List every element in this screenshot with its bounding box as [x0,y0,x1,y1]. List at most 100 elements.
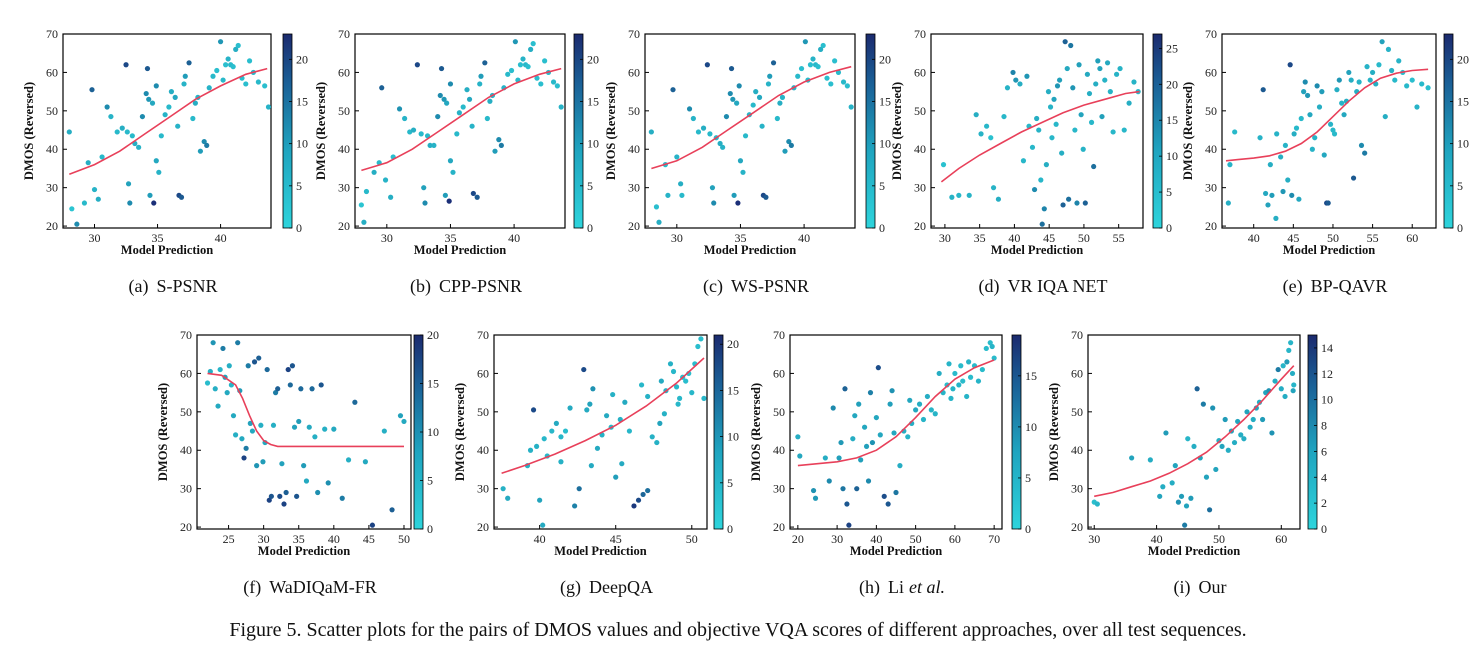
data-point [885,501,891,507]
data-point [1287,62,1293,68]
data-point [838,439,844,446]
data-point [178,194,185,200]
scatter-points [648,39,854,225]
colorbar-tick-label: 10 [1166,149,1178,163]
data-point [679,192,685,198]
data-point [298,386,304,392]
data-point [863,443,870,450]
data-point [1334,87,1340,93]
data-point [893,489,899,496]
data-point [294,493,300,499]
colorbar [1152,33,1163,229]
data-point [1244,409,1250,415]
y-tick-label: 20 [914,219,926,233]
data-point [421,185,427,191]
data-point [1157,493,1163,499]
colorbar-tick-label: 5 [727,476,733,490]
data-point [438,65,445,72]
y-tick-label: 40 [180,443,192,457]
data-point [1290,388,1296,394]
data-point [958,363,964,369]
data-point [243,445,249,451]
data-point [1041,206,1047,212]
data-point [352,399,358,405]
data-point [558,459,564,465]
data-point [81,200,88,206]
x-tick-label: 50 [398,532,410,546]
data-point [175,123,181,129]
data-point [736,83,742,89]
data-point [285,366,291,373]
data-point [361,219,367,225]
data-point [622,399,628,405]
y-tick-label: 50 [338,104,350,118]
y-tick-label: 50 [914,104,926,118]
data-point [1309,146,1315,152]
data-point [603,413,610,419]
data-point [848,104,854,110]
data-point [695,129,702,135]
x-tick-label: 40 [798,231,810,245]
y-tick-label: 70 [914,27,926,41]
data-point [670,368,677,375]
data-point [1285,177,1291,183]
data-point [153,83,159,89]
x-tick-label: 35 [444,231,456,245]
data-point [192,100,198,106]
data-point [858,457,864,463]
data-point [856,401,862,407]
data-point [844,83,850,89]
colorbar-tick-label: 5 [1025,471,1031,485]
subplot-caption: (h) Li et al. [859,577,945,598]
data-point [255,79,261,85]
data-point [846,522,852,528]
data-point [690,115,696,122]
colorbar-tick-label: 20 [727,337,739,351]
data-point [318,382,324,388]
data-point [1219,443,1225,450]
data-point [204,142,210,149]
data-point [223,62,229,68]
data-point [1301,89,1307,95]
data-point [508,67,515,74]
data-point [190,115,196,122]
caption-text: WaDIQaM-FR [269,577,377,597]
data-point [553,420,559,426]
scatter-points [204,340,407,528]
data-point [1346,69,1352,76]
data-point [210,340,216,346]
data-point [975,378,982,384]
subplot-caption: (g) DeepQA [560,577,653,598]
data-point [767,73,773,79]
data-point [225,56,231,62]
data-point [991,355,997,361]
data-point [446,198,452,204]
data-point [123,62,129,68]
data-point [1367,77,1373,83]
data-point [964,393,970,400]
y-tick-label: 20 [1205,219,1217,233]
data-point [1222,416,1228,423]
data-point [153,158,159,164]
colorbar-tick-label: 10 [1321,393,1333,407]
data-point [74,221,80,227]
data-point [119,125,125,131]
data-point [656,219,662,225]
data-point [418,131,424,137]
data-point [667,361,674,367]
y-tick-label: 70 [338,27,350,41]
data-point [590,386,596,392]
data-point [1070,85,1076,91]
data-point [558,434,564,440]
data-point [1336,77,1342,83]
x-tick-label: 30 [939,231,951,245]
data-point [232,432,239,438]
data-point [786,138,792,145]
data-point [500,486,506,492]
colorbar-tick-label: 5 [879,179,885,193]
y-tick-label: 40 [46,142,58,156]
data-point [104,104,110,110]
data-point [735,200,741,206]
